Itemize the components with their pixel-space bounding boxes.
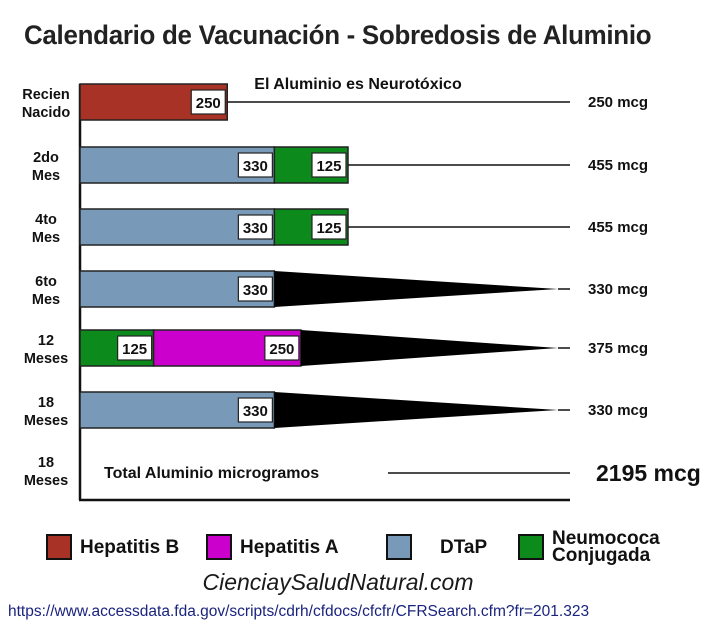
legend-label: Hepatitis B (80, 536, 180, 558)
value-label: 250 (196, 95, 221, 112)
category-label: Mes (32, 168, 60, 184)
source-url[interactable]: https://www.accessdata.fda.gov/scripts/c… (8, 603, 590, 620)
value-label: 330 (243, 158, 268, 175)
category-label: 2do (33, 150, 59, 166)
legend: Hepatitis B Hepatitis A DTaP Neumococa C… (0, 520, 716, 570)
category-label: Nacido (22, 105, 70, 121)
value-label: 250 (269, 341, 294, 358)
value-label-box (311, 152, 347, 178)
category-label: 12 (38, 333, 54, 349)
dtap-swatch-icon (386, 534, 412, 560)
legend-item-hepatitis-b: Hepatitis B (46, 534, 179, 560)
value-label-box (237, 276, 273, 302)
legend-item-hepatitis-a: Hepatitis A (206, 534, 339, 560)
category-label: Recien (22, 87, 70, 103)
neumococa-swatch-icon (518, 534, 544, 560)
category-label: 18 (38, 395, 54, 411)
summary-total: 2195 mcg (596, 460, 701, 486)
value-label-box (311, 214, 347, 240)
value-label: 330 (243, 282, 268, 299)
value-label: 330 (243, 220, 268, 237)
value-label-box (264, 335, 300, 361)
row-total: 330 mcg (588, 281, 648, 298)
value-label-box (237, 214, 273, 240)
value-label: 125 (122, 341, 147, 358)
aluminum-vaccine-chart: El Aluminio es Neurotóxico Recien Nacido 25… (22, 76, 701, 502)
category-label: 6to (35, 274, 57, 290)
legend-item-neumococa: Neumococa Conjugada (518, 528, 660, 566)
value-label: 330 (243, 403, 268, 420)
value-label-box (117, 335, 153, 361)
site-name: CienciaySaludNatural.com (202, 569, 474, 595)
row-total: 330 mcg (588, 402, 648, 419)
legend-label: Hepatitis A (240, 536, 339, 558)
legend-item-dtap: DTaP (386, 534, 487, 560)
hepatitis-a-swatch-icon (206, 534, 232, 560)
value-label: 125 (316, 158, 341, 175)
chart-title: Calendario de Vacunación - Sobredosis de… (24, 20, 652, 50)
category-label: Meses (24, 351, 68, 367)
row-total: 375 mcg (588, 340, 648, 357)
chart-subtitle: El Aluminio es Neurotóxico (254, 76, 462, 93)
legend-label: DTaP (440, 536, 488, 558)
category-label: Meses (24, 473, 68, 489)
category-label: 4to (35, 212, 57, 228)
dose-wedge (274, 271, 558, 307)
value-label-box (237, 397, 273, 423)
hepatitis-b-swatch-icon (46, 534, 72, 560)
value-label-box (190, 89, 226, 115)
row-total: 455 mcg (588, 157, 648, 174)
row-total: 455 mcg (588, 219, 648, 236)
value-label-box (237, 152, 273, 178)
category-label: 18 (38, 455, 54, 471)
legend-label: Neumococa Conjugada (552, 528, 660, 566)
category-label: Mes (32, 292, 60, 308)
category-label: Meses (24, 413, 68, 429)
value-label: 125 (316, 220, 341, 237)
summary-label: Total Aluminio microgramos (104, 465, 319, 482)
dose-wedge (300, 330, 558, 366)
category-label: Mes (32, 230, 60, 246)
row-total: 250 mcg (588, 94, 648, 111)
dose-wedge (274, 392, 558, 428)
